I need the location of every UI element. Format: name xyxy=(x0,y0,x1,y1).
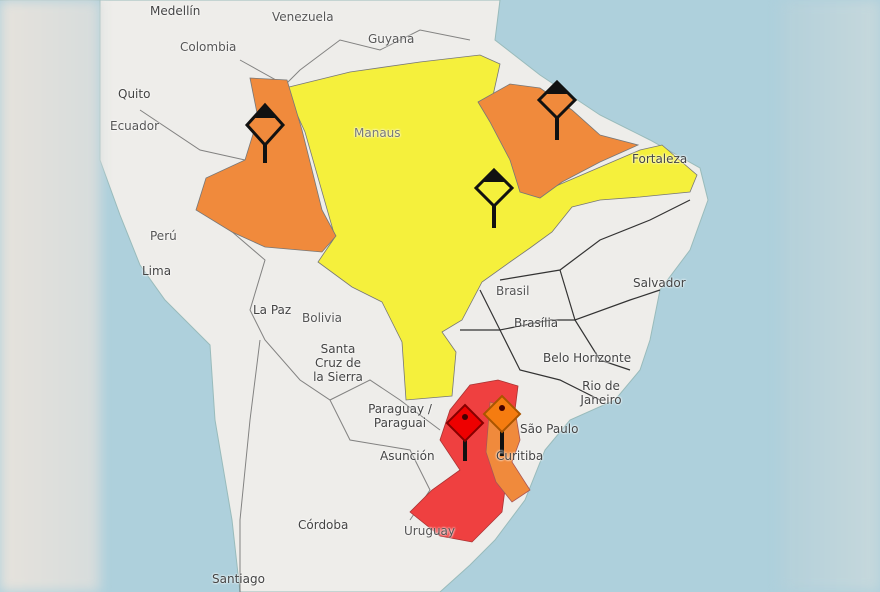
label-manaus: Manaus xyxy=(354,126,401,140)
label-peru: Perú xyxy=(150,229,177,243)
label-medellin: Medellín xyxy=(150,4,201,18)
label-ecuador: Ecuador xyxy=(110,119,160,133)
warning-sign-icon[interactable] xyxy=(445,403,485,461)
label-santiago: Santiago xyxy=(212,572,265,586)
blurred-right-edge xyxy=(780,0,880,592)
label-brasilia: Brasília xyxy=(514,316,559,330)
label-asuncion: Asunción xyxy=(380,449,435,463)
warning-sign-icon[interactable] xyxy=(473,167,515,228)
label-uruguay: Uruguay xyxy=(404,524,455,538)
warning-sign-icon[interactable] xyxy=(536,79,578,140)
label-belo-horizonte: Belo Horizonte xyxy=(543,351,632,365)
label-santa-cruz: Santa Cruz de la Sierra xyxy=(313,342,363,384)
warning-sign-icon[interactable] xyxy=(482,394,522,456)
state-borders xyxy=(460,199,691,401)
alert-region-orange-west[interactable] xyxy=(195,77,337,253)
label-quito: Quito xyxy=(118,87,151,101)
label-rio: Rio de Janeiro xyxy=(580,379,622,407)
label-paraguay: Paraguay / Paraguai xyxy=(368,402,432,430)
blurred-left-edge xyxy=(0,0,100,592)
label-bolivia: Bolivia xyxy=(302,311,343,325)
alert-region-orange-northeast[interactable] xyxy=(477,83,640,199)
label-brasil: Brasil xyxy=(496,284,530,298)
label-venezuela: Venezuela xyxy=(272,10,334,24)
label-fortaleza: Fortaleza xyxy=(632,152,688,166)
warning-sign-icon[interactable] xyxy=(244,102,286,163)
label-guyana: Guyana xyxy=(368,32,415,46)
label-sao-paulo: São Paulo xyxy=(520,422,579,436)
label-colombia: Colombia xyxy=(180,40,237,54)
label-la-paz: La Paz xyxy=(253,303,292,317)
label-salvador: Salvador xyxy=(633,276,686,290)
label-cordoba: Córdoba xyxy=(298,518,349,532)
label-lima: Lima xyxy=(142,264,172,278)
label-curitiba: Curitiba xyxy=(496,449,544,463)
